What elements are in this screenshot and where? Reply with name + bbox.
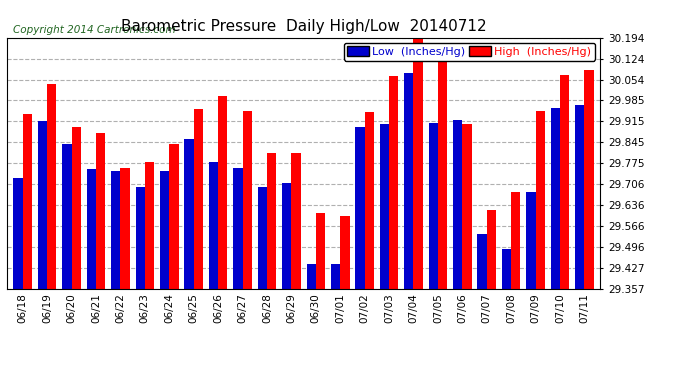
Bar <box>243 111 252 289</box>
Bar <box>96 133 106 289</box>
Bar <box>511 192 520 289</box>
Bar <box>209 162 218 289</box>
Bar <box>560 75 569 289</box>
Bar <box>267 153 276 289</box>
Bar <box>136 187 145 289</box>
Bar <box>291 153 301 289</box>
Bar <box>160 171 169 289</box>
Bar <box>184 139 194 289</box>
Bar <box>316 213 325 289</box>
Bar <box>282 183 291 289</box>
Bar <box>428 123 438 289</box>
Bar <box>121 168 130 289</box>
Bar <box>584 70 593 289</box>
Bar <box>23 114 32 289</box>
Bar <box>462 124 471 289</box>
Bar <box>233 168 243 289</box>
Bar <box>194 109 203 289</box>
Bar <box>111 171 121 289</box>
Bar <box>306 264 316 289</box>
Bar <box>413 39 423 289</box>
Bar <box>355 127 364 289</box>
Bar <box>331 264 340 289</box>
Bar <box>14 178 23 289</box>
Bar <box>145 162 154 289</box>
Bar <box>87 169 96 289</box>
Bar <box>340 216 350 289</box>
Title: Barometric Pressure  Daily High/Low  20140712: Barometric Pressure Daily High/Low 20140… <box>121 18 486 33</box>
Bar <box>62 144 72 289</box>
Legend: Low  (Inches/Hg), High  (Inches/Hg): Low (Inches/Hg), High (Inches/Hg) <box>344 43 595 60</box>
Bar <box>502 249 511 289</box>
Bar <box>72 127 81 289</box>
Bar <box>535 111 545 289</box>
Bar <box>575 105 584 289</box>
Bar <box>404 73 413 289</box>
Bar <box>257 187 267 289</box>
Bar <box>486 210 496 289</box>
Bar <box>38 121 47 289</box>
Bar <box>526 192 535 289</box>
Bar <box>218 96 228 289</box>
Bar <box>551 108 560 289</box>
Bar <box>477 234 486 289</box>
Bar <box>380 124 389 289</box>
Text: Copyright 2014 Cartronics.com: Copyright 2014 Cartronics.com <box>13 25 175 35</box>
Bar <box>169 144 179 289</box>
Bar <box>453 120 462 289</box>
Bar <box>47 84 57 289</box>
Bar <box>389 76 398 289</box>
Bar <box>364 112 374 289</box>
Bar <box>438 54 447 289</box>
